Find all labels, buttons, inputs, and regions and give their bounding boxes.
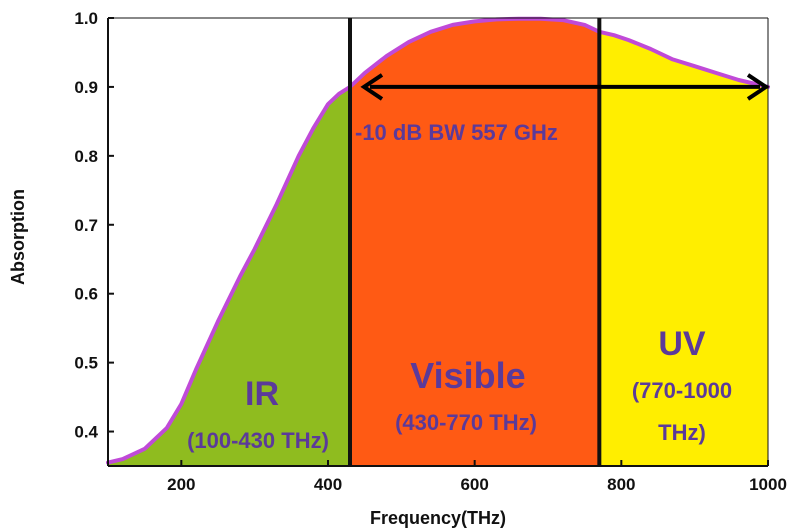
y-tick-label: 0.7 <box>74 216 98 235</box>
y-tick-label: 0.6 <box>74 285 98 304</box>
region-fill-uv <box>599 31 768 467</box>
axes-layer: 200 400 600 800 1000 0.4 0.5 0.6 0.7 0.8 0.9 1.0 <box>74 9 787 494</box>
y-axis-title: Absorption <box>8 189 28 285</box>
absorption-curve <box>106 16 770 465</box>
x-tick-label: 800 <box>607 475 635 494</box>
bandwidth-arrow-left-head <box>360 73 384 101</box>
ir-region-name: IR <box>245 375 279 413</box>
dividers-layer <box>348 18 602 466</box>
x-tick-label: 600 <box>460 475 488 494</box>
y-tick-label: 0.5 <box>74 354 98 373</box>
x-tick-label: 200 <box>167 475 195 494</box>
visible-region-name: Visible <box>410 355 525 396</box>
x-tick-label: 1000 <box>749 475 787 494</box>
y-tick-label: 0.8 <box>74 147 98 166</box>
annotation-layer <box>360 73 770 101</box>
ir-region-range: (100-430 THz) <box>187 428 329 453</box>
uv-region-range-line1: (770-1000 <box>632 378 732 403</box>
uv-region-name: UV <box>658 325 706 363</box>
visible-region-range: (430-770 THz) <box>395 410 537 435</box>
curve-layer <box>106 16 770 465</box>
x-axis-title: Frequency(THz) <box>370 508 506 528</box>
y-tick-label: 1.0 <box>74 9 98 28</box>
bandwidth-annotation-label: -10 dB BW 557 GHz <box>355 120 558 145</box>
region-fill-ir <box>108 86 350 467</box>
bandwidth-arrow-right-head <box>746 73 770 101</box>
x-tick-label: 400 <box>314 475 342 494</box>
regions-layer <box>108 18 768 467</box>
y-tick-label: 0.9 <box>74 78 98 97</box>
y-tick-label: 0.4 <box>74 423 98 442</box>
region-fill-visible <box>350 18 600 466</box>
uv-region-range-line2: THz) <box>658 420 706 445</box>
